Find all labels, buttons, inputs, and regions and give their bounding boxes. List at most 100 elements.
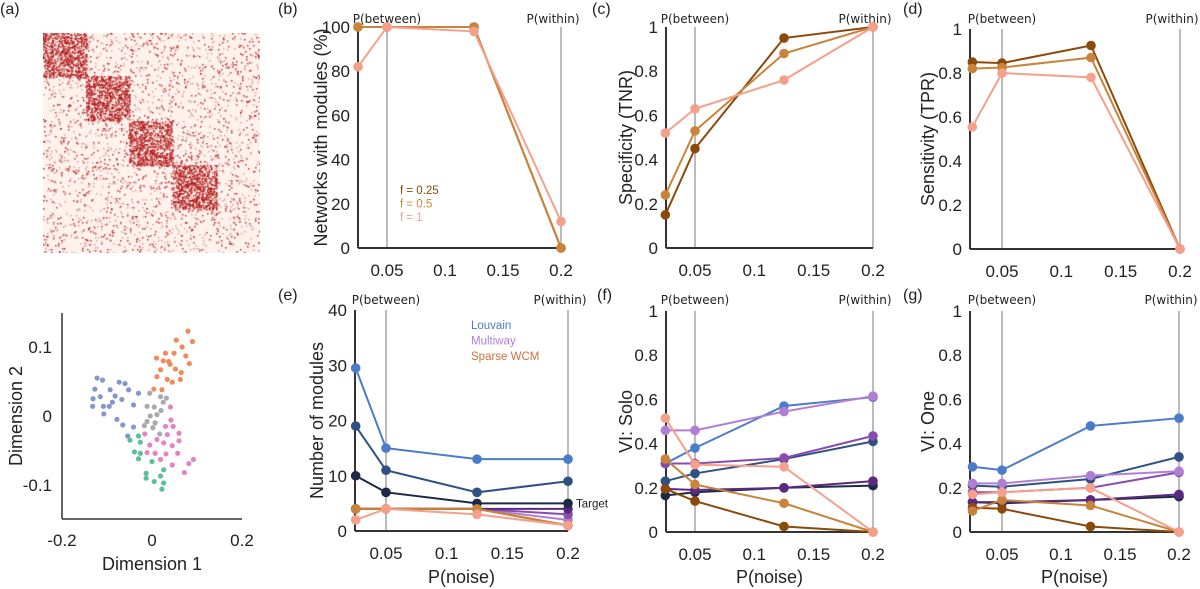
scatter-point bbox=[189, 338, 196, 345]
legend-entry: f = 1 bbox=[400, 212, 423, 224]
series-line bbox=[354, 367, 568, 461]
y-tick-label: 80 bbox=[331, 62, 350, 81]
embedding-scatter: -0.2 0 0.2 0.1 0 -0.1 Dimension 1 Dimension 2 bbox=[6, 313, 254, 574]
scatter-point bbox=[157, 367, 164, 373]
data-point bbox=[660, 454, 671, 464]
data-point bbox=[1174, 413, 1184, 423]
data-point bbox=[997, 478, 1007, 489]
scatter-point bbox=[169, 443, 175, 449]
reference-line-label: P(within) bbox=[1146, 12, 1199, 26]
scatter-point bbox=[161, 440, 167, 446]
scatter-point bbox=[152, 450, 158, 456]
series-line bbox=[664, 26, 874, 216]
x-tick-label: 0.15 bbox=[797, 545, 830, 564]
scatter-point bbox=[137, 450, 143, 456]
scatter-point bbox=[130, 402, 137, 408]
scatter-point bbox=[135, 390, 142, 396]
scatter-point bbox=[151, 386, 157, 392]
data-point bbox=[381, 443, 391, 453]
scatter-point bbox=[100, 403, 106, 409]
scatter-point bbox=[163, 395, 169, 401]
y-tick-label: 0 bbox=[953, 240, 962, 259]
scatter-point bbox=[161, 467, 167, 473]
data-point bbox=[1174, 489, 1184, 500]
x-tick-label: 0.1 bbox=[1050, 262, 1074, 281]
data-point bbox=[690, 103, 700, 114]
data-point bbox=[868, 22, 878, 32]
reference-line-label: P(within) bbox=[1145, 293, 1198, 307]
scatter-point bbox=[144, 418, 150, 425]
series-8 bbox=[350, 504, 573, 531]
y-tick-label: 0 bbox=[43, 407, 52, 426]
scatter-point bbox=[151, 478, 157, 485]
scatter-point bbox=[163, 451, 169, 457]
scatter-point bbox=[126, 387, 132, 393]
scatter-point bbox=[154, 412, 160, 418]
data-point bbox=[997, 503, 1007, 514]
series-line bbox=[972, 486, 1180, 533]
scatter-point bbox=[157, 431, 163, 437]
series-line bbox=[664, 487, 874, 533]
adjacency-matrix-image bbox=[43, 33, 260, 253]
y-tick-label: 0.4 bbox=[634, 435, 658, 454]
series-line bbox=[972, 506, 1180, 533]
x-tick-label: 0.1 bbox=[435, 544, 459, 563]
x-tick-label: 0.15 bbox=[1104, 262, 1137, 281]
data-point bbox=[353, 22, 363, 32]
scatter-point bbox=[167, 361, 173, 367]
data-point bbox=[690, 425, 700, 436]
data-point bbox=[690, 126, 700, 136]
series-0 bbox=[660, 22, 878, 220]
data-point bbox=[660, 190, 671, 200]
data-point bbox=[660, 128, 671, 138]
series-line bbox=[972, 470, 1180, 485]
scatter-point bbox=[144, 403, 150, 409]
reference-line-label: P(within) bbox=[839, 293, 892, 307]
x-tick-label: 0.1 bbox=[743, 545, 767, 564]
x-tick-label: 0.05 bbox=[678, 545, 711, 564]
data-point bbox=[472, 509, 482, 520]
x-tick-label: -0.2 bbox=[47, 531, 76, 550]
scatter-point bbox=[169, 462, 175, 468]
series-line bbox=[972, 455, 1180, 488]
panel-label-c: (c) bbox=[592, 1, 611, 18]
data-point bbox=[1174, 452, 1184, 462]
scatter-point bbox=[176, 430, 182, 436]
panel-label-d: (d) bbox=[903, 1, 923, 18]
series-line bbox=[355, 507, 569, 527]
data-point bbox=[1174, 466, 1184, 477]
data-point bbox=[556, 243, 566, 253]
series-2 bbox=[967, 413, 1184, 475]
scatter-point bbox=[190, 456, 196, 463]
y-tick-label: 0.6 bbox=[634, 390, 658, 409]
x-tick-label: 0.05 bbox=[678, 261, 711, 280]
scatter-point bbox=[141, 423, 147, 429]
data-point bbox=[660, 425, 671, 436]
x-tick-label: 0.2 bbox=[1168, 262, 1192, 281]
scatter-point bbox=[158, 407, 164, 414]
scatter-point bbox=[106, 403, 112, 409]
scatter-point bbox=[151, 404, 157, 410]
data-point bbox=[1085, 421, 1096, 431]
scatter-point bbox=[112, 393, 118, 399]
data-point bbox=[1085, 483, 1096, 493]
y-tick-label: 0.2 bbox=[634, 195, 658, 214]
panel-label-b: (b) bbox=[278, 1, 298, 18]
data-point bbox=[563, 476, 573, 487]
x-tick-label: 0 bbox=[147, 531, 156, 550]
data-point bbox=[381, 487, 391, 498]
data-point bbox=[563, 454, 573, 464]
scatter-point bbox=[150, 425, 156, 431]
scatter-point bbox=[159, 387, 165, 393]
scatter-point bbox=[130, 424, 137, 430]
y-tick-label: 0.4 bbox=[634, 151, 658, 170]
series-line bbox=[665, 434, 874, 465]
scatter-point bbox=[143, 475, 149, 481]
data-point bbox=[1174, 527, 1184, 537]
data-point bbox=[1175, 244, 1185, 254]
scatter-point bbox=[181, 469, 187, 476]
data-point bbox=[967, 63, 978, 74]
data-point bbox=[1086, 72, 1096, 83]
series-line bbox=[972, 417, 1180, 472]
